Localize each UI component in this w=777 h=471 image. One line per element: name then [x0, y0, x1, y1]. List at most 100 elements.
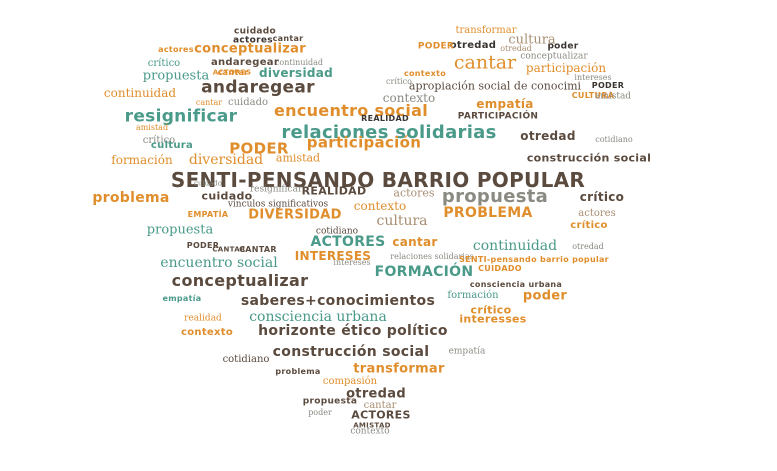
word: actores: [158, 45, 194, 54]
word: conceptualizar: [194, 41, 306, 57]
word: PODER: [229, 139, 289, 158]
word: resignificar: [124, 106, 238, 127]
word: conceptualizar: [171, 271, 309, 290]
word: amistad: [135, 123, 169, 132]
word: propuesta: [146, 222, 214, 238]
word: PODER: [417, 41, 455, 52]
word: empatía: [476, 97, 534, 111]
word: cotidiano: [315, 226, 359, 237]
word: cuidado: [227, 97, 269, 108]
word: transformar: [353, 361, 445, 377]
word: CANTAR: [212, 245, 246, 254]
word: cultura: [508, 32, 556, 48]
word: encuentro social: [273, 101, 429, 120]
word: ACTORES: [351, 408, 411, 422]
word: crítico: [142, 135, 176, 146]
word: REALIDAD: [301, 184, 367, 198]
word: contexto: [403, 69, 447, 78]
word: compasión: [322, 376, 378, 387]
word: SENTI-PENSANDO BARRIO POPULAR: [170, 168, 586, 192]
word: cantar: [363, 400, 397, 411]
word: propuesta: [142, 68, 210, 84]
word: contexto: [181, 327, 233, 338]
word: propuesta: [302, 396, 358, 407]
word: problema: [275, 367, 321, 376]
word: ACTORES: [310, 234, 386, 250]
word: ACTORES: [212, 68, 252, 77]
word: amistad: [275, 151, 321, 165]
word: crítico: [579, 190, 625, 204]
word: cuidado: [233, 26, 277, 37]
word: contexto: [353, 199, 407, 213]
word: FORMACIÓN: [374, 264, 474, 280]
word: propuesta: [441, 186, 549, 207]
word: diversidad: [258, 66, 334, 80]
word: crítico: [470, 303, 512, 317]
word: amistad: [594, 91, 632, 102]
word: horizonte ético político: [258, 323, 448, 339]
word: continuidad: [103, 86, 177, 100]
word: andaregear: [201, 77, 315, 98]
word: otredad: [346, 386, 406, 402]
word: PARTICIPACIÓN: [457, 111, 539, 122]
word: AMISTAD: [353, 421, 391, 430]
word: construcción social: [272, 344, 430, 360]
word: continuidad: [274, 58, 324, 67]
word: cultura: [376, 213, 428, 229]
word: consciencia urbana: [469, 280, 563, 289]
word: EMPATÍA: [187, 210, 229, 219]
word: otredad: [520, 129, 576, 143]
word: actores: [578, 208, 616, 219]
word: actores: [233, 35, 273, 46]
word: PODER: [591, 81, 625, 90]
word: encuentro social: [160, 255, 278, 271]
word: INTERESES: [294, 249, 372, 263]
word: apropiación social de conocimi: [408, 79, 582, 93]
word: otredad: [449, 40, 497, 51]
word: diversidad: [188, 152, 264, 168]
word: participación: [525, 61, 607, 75]
word: cantar: [453, 51, 517, 74]
word: problema: [92, 190, 170, 206]
word: PROBLEMA: [443, 205, 533, 221]
word: andaregear: [210, 57, 280, 68]
word: realidad: [184, 313, 222, 324]
word: resignificar: [249, 184, 303, 195]
word: cantar: [217, 68, 249, 77]
word: saberes+conocimientos: [240, 293, 436, 309]
word: cantar: [272, 34, 304, 43]
word: continuidad: [472, 238, 558, 254]
word: otredad: [572, 242, 604, 251]
word: otredad: [500, 44, 532, 53]
word: CANTAR: [239, 245, 277, 254]
word: participación: [306, 133, 422, 152]
word: intereses: [333, 258, 371, 267]
word: DIVERSIDAD: [248, 207, 342, 223]
word: contexto: [350, 426, 390, 437]
word: PODER: [186, 241, 220, 250]
word: poder: [547, 41, 579, 52]
word: contexto: [382, 91, 436, 105]
word: cuidado: [201, 189, 253, 203]
word: cuidado: [193, 179, 223, 188]
word: formación: [447, 290, 499, 301]
word: REALIDAD: [361, 114, 409, 123]
word: cantar: [195, 98, 223, 107]
word: construcción social: [526, 151, 652, 165]
word: poder: [308, 408, 332, 417]
word: cotidiano: [222, 354, 270, 365]
word: vínculos significativos: [227, 199, 329, 210]
word: poder: [522, 288, 568, 304]
word: conceptualizar: [520, 51, 588, 62]
word: interesses: [459, 312, 527, 326]
word: CUIDADO: [478, 264, 522, 273]
word: crítico: [147, 58, 181, 69]
word: CULTURA: [571, 91, 615, 100]
word: cultura: [150, 140, 194, 151]
word: cotidiano: [595, 135, 633, 144]
word: formación: [111, 153, 173, 167]
word: intereses: [574, 73, 612, 82]
word: crítico: [386, 77, 412, 86]
word: relaciones solidarias: [390, 252, 474, 261]
